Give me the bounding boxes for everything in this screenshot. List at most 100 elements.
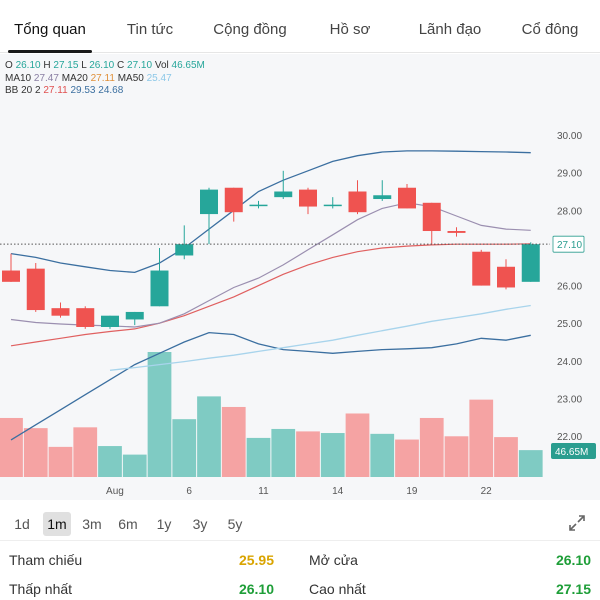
range-1d[interactable]: 1d bbox=[14, 516, 30, 532]
open-label: Mở cửa bbox=[309, 552, 358, 568]
volume-bar bbox=[73, 427, 98, 477]
legend-l-label: L bbox=[81, 60, 87, 71]
volume-bar bbox=[469, 399, 494, 477]
chart-legend: O 26.10 H 27.15 L 26.10 C 27.10 Vol 46.6… bbox=[5, 60, 205, 98]
candle-body bbox=[447, 231, 466, 233]
volume-bar bbox=[0, 417, 23, 477]
legend-ma20-value: 27.11 bbox=[90, 72, 115, 84]
candle-body bbox=[422, 202, 441, 232]
legend-l-value: 26.10 bbox=[89, 60, 115, 71]
tab-community[interactable]: Cộng đồng bbox=[213, 21, 287, 38]
tab-leadership[interactable]: Lãnh đạo bbox=[418, 21, 482, 38]
range-1m[interactable]: 1m bbox=[43, 512, 71, 536]
legend-ma50-label: MA50 bbox=[117, 72, 144, 84]
candle-body bbox=[150, 270, 169, 307]
high-label: Cao nhất bbox=[309, 581, 366, 597]
volume-bar bbox=[395, 439, 419, 477]
volume-badge-label: 46.65M bbox=[555, 447, 588, 458]
volume-bar bbox=[122, 454, 147, 477]
legend-ma20-label: MA20 bbox=[61, 72, 88, 84]
candle-body bbox=[497, 266, 515, 288]
range-3m[interactable]: 3m bbox=[82, 516, 102, 532]
expand-icon[interactable] bbox=[568, 514, 586, 532]
volume-bar bbox=[419, 417, 444, 477]
volume-bar bbox=[197, 396, 221, 477]
volume-bar bbox=[98, 446, 122, 477]
range-6m[interactable]: 6m bbox=[118, 516, 138, 532]
volume-bar bbox=[48, 446, 73, 477]
volume-bar bbox=[23, 428, 48, 477]
low-label: Thấp nhất bbox=[9, 581, 73, 597]
ma20-line bbox=[10, 243, 531, 347]
ref-label: Tham chiếu bbox=[9, 552, 83, 568]
range-selector: 1d 1m 3m 6m 1y 3y 5y bbox=[0, 508, 600, 538]
tab-news[interactable]: Tin tức bbox=[126, 21, 174, 38]
legend-o-label: O bbox=[5, 60, 13, 71]
volume-bar bbox=[370, 433, 395, 477]
candle-body bbox=[2, 270, 20, 282]
candle-body bbox=[373, 195, 392, 200]
y-tick-label: 25.00 bbox=[557, 319, 582, 330]
legend-bb-upper: 29.53 bbox=[70, 85, 96, 96]
legend-ohlc-row: O 26.10 H 27.15 L 26.10 C 27.10 Vol 46.6… bbox=[5, 60, 205, 73]
volume-bar bbox=[246, 437, 271, 477]
candle-body bbox=[175, 244, 194, 256]
legend-ma10-label: MA10 bbox=[5, 72, 32, 84]
low-value: 26.10 bbox=[238, 581, 274, 597]
tab-bar: Tổng quan Tin tức Cộng đồng Hồ sơ Lãnh đ… bbox=[0, 8, 600, 53]
legend-ma10-value: 27.47 bbox=[33, 72, 59, 84]
y-tick-label: 24.00 bbox=[557, 357, 582, 368]
legend-ma-row: MA10 27.47 MA20 27.11 MA50 25.47 bbox=[5, 73, 205, 86]
candle-body bbox=[348, 191, 367, 213]
candle-body bbox=[101, 315, 119, 327]
tab-overview[interactable]: Tổng quan bbox=[0, 8, 100, 53]
legend-bb-mid: 27.11 bbox=[43, 85, 68, 96]
volume-bar bbox=[147, 352, 172, 477]
volume-bar bbox=[271, 428, 296, 477]
legend-h-label: H bbox=[43, 60, 51, 71]
x-tick-label: 11 bbox=[258, 486, 269, 497]
candle-body bbox=[224, 187, 243, 213]
candle-body bbox=[472, 251, 491, 286]
tab-profile[interactable]: Hồ sơ bbox=[329, 21, 371, 38]
candle-body bbox=[521, 244, 540, 282]
legend-bb-label: BB 20 2 bbox=[5, 85, 41, 96]
ma50-line bbox=[109, 304, 531, 371]
y-tick-label: 29.00 bbox=[557, 169, 582, 180]
legend-ma50-value: 25.47 bbox=[146, 72, 172, 84]
volume-bar bbox=[296, 431, 320, 477]
range-1y[interactable]: 1y bbox=[156, 516, 172, 532]
candle-body bbox=[76, 308, 95, 327]
legend-bb-row: BB 20 2 27.11 29.53 24.68 bbox=[5, 85, 205, 98]
x-tick-label: Aug bbox=[106, 486, 124, 497]
current-price-badge bbox=[552, 235, 585, 253]
candle-body bbox=[323, 204, 342, 207]
candle-body bbox=[200, 189, 218, 215]
candle-body bbox=[398, 187, 416, 209]
volume-badge bbox=[551, 443, 596, 459]
x-tick-label: 19 bbox=[406, 486, 418, 497]
open-value: 26.10 bbox=[555, 552, 591, 568]
candle-body bbox=[274, 191, 293, 198]
y-tick-label: 26.00 bbox=[557, 282, 582, 293]
volume-bar bbox=[221, 406, 246, 477]
x-tick-label: 22 bbox=[481, 486, 493, 497]
legend-c-label: C bbox=[117, 60, 125, 71]
candle-body bbox=[51, 308, 70, 316]
y-tick-label: 23.00 bbox=[557, 394, 582, 405]
ma10-line bbox=[10, 202, 531, 328]
tab-shareholders[interactable]: Cổ đông bbox=[521, 21, 579, 38]
candle-body bbox=[299, 189, 317, 207]
volume-bar bbox=[345, 413, 370, 477]
stats-panel: Tham chiếu 25.95 Mở cửa 26.10 Thấp nhất … bbox=[0, 540, 600, 597]
volume-bar bbox=[172, 419, 197, 477]
legend-c-value: 27.10 bbox=[127, 60, 153, 71]
price-chart[interactable]: 30.0029.0028.0027.0026.0025.0024.0023.00… bbox=[0, 54, 600, 500]
volume-bar bbox=[494, 437, 518, 477]
range-5y[interactable]: 5y bbox=[227, 516, 243, 532]
legend-h-value: 27.15 bbox=[53, 60, 79, 71]
volume-bar bbox=[518, 450, 543, 477]
range-3y[interactable]: 3y bbox=[192, 516, 208, 532]
x-tick-label: 6 bbox=[186, 486, 192, 497]
candle-body bbox=[125, 311, 144, 320]
